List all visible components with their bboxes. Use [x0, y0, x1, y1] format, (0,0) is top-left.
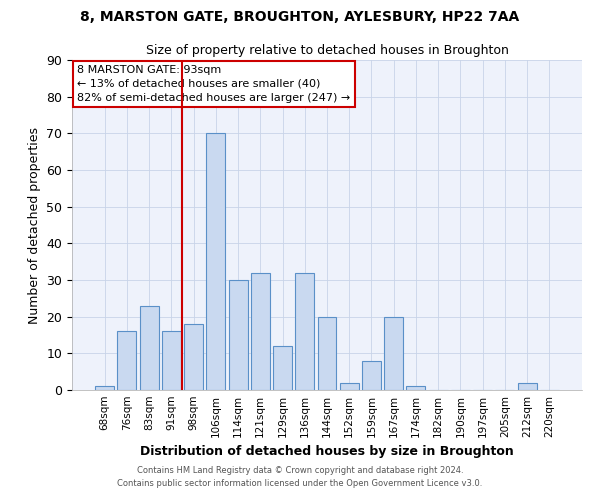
Text: 8 MARSTON GATE: 93sqm
← 13% of detached houses are smaller (40)
82% of semi-deta: 8 MARSTON GATE: 93sqm ← 13% of detached …: [77, 65, 350, 103]
Y-axis label: Number of detached properties: Number of detached properties: [28, 126, 41, 324]
Bar: [362, 360, 381, 390]
Bar: [229, 280, 248, 390]
Bar: [317, 316, 337, 390]
Bar: [184, 324, 203, 390]
Bar: [140, 306, 158, 390]
Bar: [95, 386, 114, 390]
Bar: [273, 346, 292, 390]
Bar: [340, 382, 359, 390]
Bar: [118, 332, 136, 390]
Text: Contains HM Land Registry data © Crown copyright and database right 2024.
Contai: Contains HM Land Registry data © Crown c…: [118, 466, 482, 487]
Bar: [295, 272, 314, 390]
Bar: [251, 272, 270, 390]
Bar: [384, 316, 403, 390]
Bar: [406, 386, 425, 390]
Bar: [162, 332, 181, 390]
Bar: [518, 382, 536, 390]
X-axis label: Distribution of detached houses by size in Broughton: Distribution of detached houses by size …: [140, 446, 514, 458]
Bar: [206, 134, 225, 390]
Title: Size of property relative to detached houses in Broughton: Size of property relative to detached ho…: [146, 44, 508, 58]
Text: 8, MARSTON GATE, BROUGHTON, AYLESBURY, HP22 7AA: 8, MARSTON GATE, BROUGHTON, AYLESBURY, H…: [80, 10, 520, 24]
